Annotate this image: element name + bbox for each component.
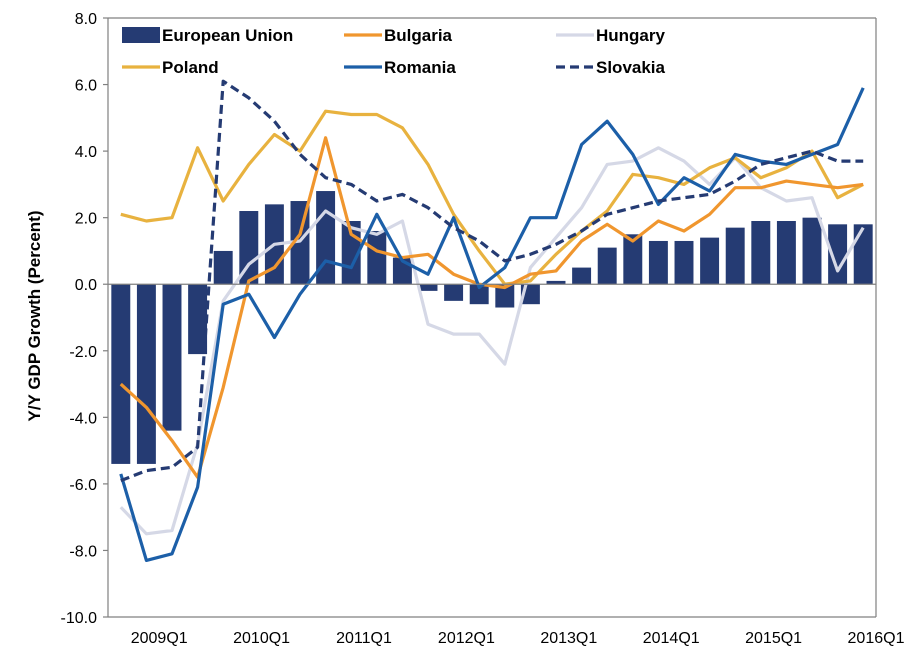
bar-european-union-2015Q2	[751, 220, 771, 285]
y-axis-title: Y/Y GDP Growth (Percent)	[25, 211, 44, 422]
legend-label-european-union: European Union	[162, 26, 293, 45]
bar-european-union-2016Q2	[853, 224, 873, 285]
y-tick-label: -4.0	[69, 410, 97, 427]
bar-european-union-2010Q2	[239, 211, 259, 285]
line-slovakia	[120, 79, 864, 483]
legend-label-romania: Romania	[384, 58, 456, 77]
bar-european-union-2013Q4	[597, 247, 617, 285]
axes-layer	[107, 17, 877, 618]
bar-european-union-2009Q2	[136, 284, 156, 464]
y-tick-label: 2.0	[75, 211, 97, 228]
legend-label-bulgaria: Bulgaria	[384, 26, 453, 45]
bar-european-union-2013Q2	[546, 280, 566, 285]
bar-european-union-2012Q1	[418, 284, 438, 291]
bar-european-union-2012Q2	[444, 284, 464, 301]
x-tick-label: 2016Q1	[848, 630, 905, 647]
x-tick-label: 2013Q1	[540, 630, 597, 647]
legend-item-slovakia: Slovakia	[556, 58, 666, 77]
x-tick-label: 2015Q1	[745, 630, 802, 647]
bar-european-union-2015Q3	[776, 220, 796, 285]
ticks-layer: -10.0 -8.0 -6.0 -4.0 -2.0 0.0 2.0 4.0 6.0 8.0 2009…	[61, 11, 905, 647]
y-tick-label: -6.0	[69, 477, 97, 494]
legend: European Union Bulgaria Hungary Poland Roman…	[122, 26, 666, 77]
bar-european-union-2013Q3	[572, 267, 592, 285]
legend-item-european-union: European Union	[122, 26, 293, 45]
line-bulgaria	[119, 136, 864, 479]
bar-european-union-2012Q4	[495, 284, 515, 308]
bar-european-union-2014Q1	[623, 234, 643, 285]
bar-european-union-2011Q3	[367, 230, 387, 285]
bar-european-union-2014Q3	[674, 240, 694, 285]
y-tick-label: 4.0	[75, 144, 97, 161]
legend-label-hungary: Hungary	[596, 26, 666, 45]
line-romania	[119, 87, 865, 563]
legend-item-bulgaria: Bulgaria	[344, 26, 453, 45]
y-tick-label: 0.0	[75, 277, 97, 294]
bars-layer	[111, 191, 873, 464]
bar-european-union-2009Q3	[162, 284, 182, 431]
bar-european-union-2010Q1	[213, 250, 233, 285]
bar-european-union-2015Q1	[725, 227, 745, 285]
lines-layer	[119, 79, 865, 563]
legend-item-romania: Romania	[344, 58, 456, 77]
legend-label-slovakia: Slovakia	[596, 58, 666, 77]
legend-item-poland: Poland	[122, 58, 219, 77]
y-tick-label: 8.0	[75, 11, 97, 28]
x-tick-label: 2009Q1	[131, 630, 188, 647]
y-tick-label: -10.0	[61, 610, 98, 627]
x-tick-label: 2012Q1	[438, 630, 495, 647]
bar-european-union-2015Q4	[802, 217, 822, 285]
x-tick-label: 2010Q1	[233, 630, 290, 647]
bar-european-union-2016Q1	[828, 224, 848, 285]
line-hungary	[119, 146, 865, 536]
y-tick-label: -8.0	[69, 543, 97, 560]
y-tick-label: -2.0	[69, 344, 97, 361]
bar-european-union-2014Q4	[700, 237, 720, 285]
legend-swatch-european-union	[122, 27, 160, 43]
bar-european-union-2009Q1	[111, 284, 131, 464]
bar-european-union-2009Q4	[188, 284, 208, 355]
bar-european-union-2014Q2	[648, 240, 668, 285]
line-poland	[120, 109, 864, 286]
legend-label-poland: Poland	[162, 58, 219, 77]
bar-european-union-2012Q3	[469, 284, 489, 305]
x-tick-label: 2011Q1	[336, 630, 392, 647]
y-tick-label: 6.0	[75, 78, 97, 95]
x-tick-label: 2014Q1	[643, 630, 700, 647]
legend-item-hungary: Hungary	[556, 26, 666, 45]
